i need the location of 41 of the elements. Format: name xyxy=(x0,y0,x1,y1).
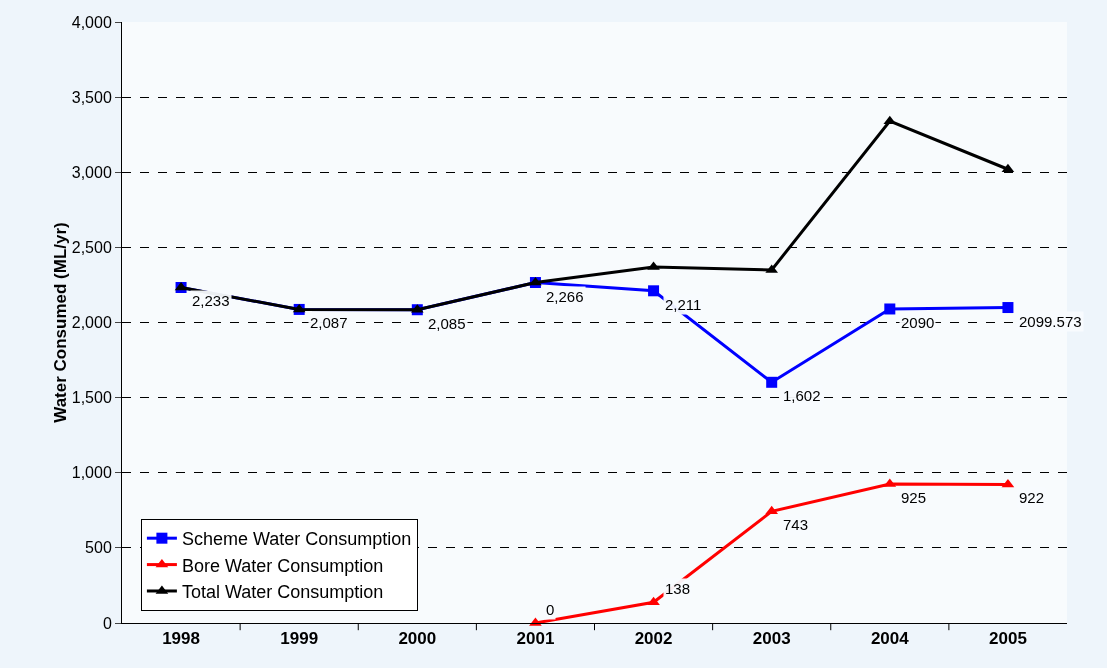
data-label: 2,266 xyxy=(546,288,584,305)
data-label: 1,602 xyxy=(783,387,821,404)
data-label: 138 xyxy=(665,580,691,597)
y-tick-label: 1,500 xyxy=(71,389,112,407)
x-tick-label: 1998 xyxy=(162,629,200,649)
x-tick-label: 2001 xyxy=(516,629,555,649)
point xyxy=(1002,302,1014,314)
point xyxy=(766,376,778,388)
y-tick-label: 1,000 xyxy=(71,464,112,482)
point xyxy=(648,285,660,297)
x-tick-label: 2000 xyxy=(398,629,437,649)
data-label: 2,085 xyxy=(428,315,466,332)
x-tick-label: 1999 xyxy=(280,629,319,649)
point xyxy=(884,303,896,315)
y-tick-label: 500 xyxy=(85,539,112,557)
y-tick-label: 3,000 xyxy=(71,163,112,181)
y-tick-label: 4,000 xyxy=(71,13,112,31)
data-label: 925 xyxy=(901,489,927,506)
data-label: 2090 xyxy=(901,314,935,331)
data-label: 2,211 xyxy=(665,296,702,313)
legend-label: Scheme Water Consumption xyxy=(181,529,412,550)
y-tick-label: 2,500 xyxy=(71,238,112,256)
y-tick-label: 2,000 xyxy=(71,314,112,332)
x-tick-label: 2002 xyxy=(634,629,673,649)
y-axis-title: Water Consumed (ML/yr) xyxy=(50,222,70,423)
legend-label: Bore Water Consumption xyxy=(181,555,384,576)
data-label: 2,087 xyxy=(310,314,348,331)
y-tick-label: 0 xyxy=(102,614,112,632)
point xyxy=(765,505,779,515)
data-label: 2,233 xyxy=(192,292,230,309)
x-tick-label: 2003 xyxy=(752,629,791,649)
data-label: 2099.573 xyxy=(1019,313,1082,330)
y-tick-label: 3,500 xyxy=(71,88,112,106)
x-tick-label: 2004 xyxy=(870,629,910,649)
x-tick-label: 2005 xyxy=(989,629,1027,649)
data-label: 743 xyxy=(783,516,809,533)
data-label: 922 xyxy=(1019,489,1045,506)
point xyxy=(1001,478,1015,488)
data-label: 0 xyxy=(546,601,555,618)
legend-label: Total Water Consumption xyxy=(181,582,384,602)
point xyxy=(647,596,660,606)
